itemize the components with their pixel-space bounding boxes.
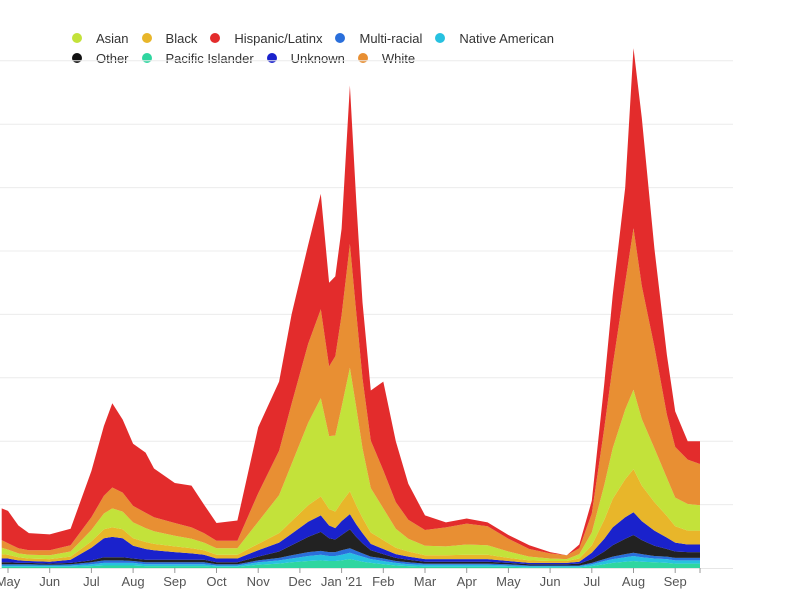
legend-dot-icon [335, 33, 346, 43]
legend-dot-icon [210, 33, 221, 43]
legend-item-black[interactable]: Black [141, 30, 198, 46]
x-tick-label: Apr [457, 574, 478, 589]
area-asian[interactable] [1, 367, 700, 561]
legend-row-1: Asian Black Hispanic/Latinx Multi-racial… [72, 28, 632, 48]
legend-label: Multi-racial [359, 30, 423, 46]
x-tick-label: Dec [288, 574, 312, 589]
x-tick-label: Jun [540, 574, 561, 589]
legend-label: Black [165, 30, 198, 46]
x-axis: May Jun Jul Aug Sep Oct Nov Dec Jan '21 Feb Mar Apr… [0, 568, 733, 589]
legend-label: Native American [459, 30, 554, 46]
legend-label: White [381, 50, 416, 66]
x-tick-label: Mar [414, 574, 437, 589]
area-other[interactable] [1, 529, 700, 566]
x-tick-label: Jul [583, 574, 600, 589]
x-tick-label: May [496, 574, 521, 589]
legend-dot-icon [141, 33, 152, 43]
area-pacific-islander[interactable] [1, 559, 700, 568]
legend-item-white[interactable]: White [357, 50, 416, 66]
x-tick-label: Jul [83, 574, 100, 589]
x-tick-label: Sep [163, 574, 186, 589]
legend-label: Unknown [290, 50, 345, 66]
x-tick-label: Aug [622, 574, 645, 589]
legend-item-pacific-islander[interactable]: Pacific Islander [141, 50, 254, 66]
x-tick-label: Jan '21 [321, 574, 363, 589]
x-tick-label: May [0, 574, 21, 589]
x-tick-label: Aug [122, 574, 145, 589]
legend-item-native-american[interactable]: Native American [435, 31, 554, 46]
legend-item-other[interactable]: Other [72, 51, 129, 66]
area-unknown[interactable] [1, 512, 700, 565]
legend-label: Asian [96, 30, 129, 46]
area-native-american[interactable] [1, 552, 700, 568]
area-hispanic-latinx[interactable] [1, 48, 700, 556]
area-black[interactable] [1, 469, 700, 563]
x-tick-label: Feb [372, 574, 394, 589]
legend-dot-icon [72, 53, 82, 63]
legend-item-hispanic-latinx[interactable]: Hispanic/Latinx [210, 31, 322, 46]
legend-dot-icon [435, 33, 446, 43]
x-tick-label: Jun [39, 574, 60, 589]
x-tick-label: Sep [664, 574, 687, 589]
legend-dot-icon [266, 53, 277, 63]
chart-legend: Asian Black Hispanic/Latinx Multi-racial… [72, 28, 632, 68]
area-layers [1, 48, 700, 568]
legend-label: Hispanic/Latinx [234, 30, 323, 46]
legend-item-multi-racial[interactable]: Multi-racial [335, 31, 422, 46]
area-multi-racial[interactable] [1, 548, 700, 567]
legend-label: Pacific Islander [165, 50, 254, 66]
x-tick-label: Nov [247, 574, 271, 589]
legend-label: Other [96, 50, 129, 66]
x-tick-label: Oct [206, 574, 227, 589]
legend-item-asian[interactable]: Asian [72, 31, 129, 46]
legend-row-2: Other Pacific Islander Unknown White [72, 48, 632, 68]
legend-dot-icon [357, 53, 368, 63]
area-white[interactable] [1, 228, 700, 560]
legend-item-unknown[interactable]: Unknown [266, 50, 345, 66]
legend-dot-icon [72, 33, 82, 43]
legend-dot-icon [141, 53, 152, 63]
